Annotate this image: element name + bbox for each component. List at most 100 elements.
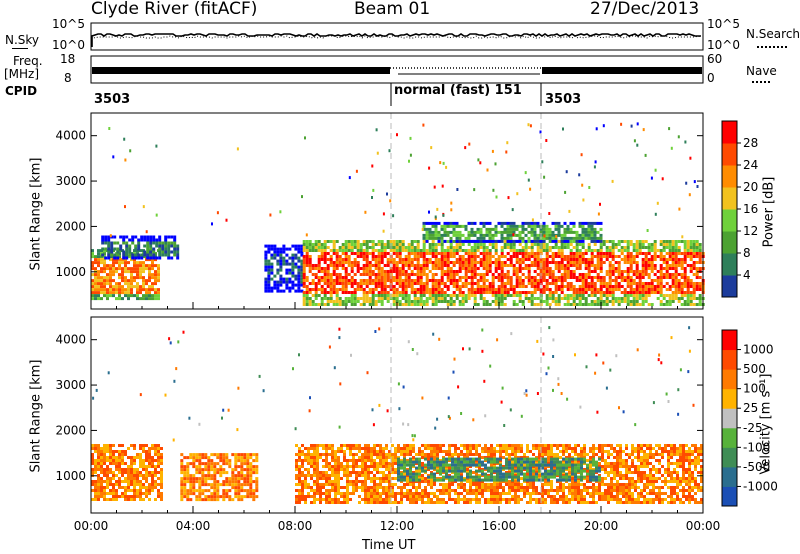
velocity-cell-2: [316, 456, 319, 459]
power-cell-3: [590, 288, 594, 291]
power-cell-3: [494, 288, 498, 291]
power-cell-3: [671, 285, 675, 288]
power-cell-3: [422, 255, 426, 258]
velocity-cell-0: [118, 462, 121, 465]
power-cell-4: [425, 230, 429, 234]
power-cell-3: [344, 282, 348, 285]
power-cell-2: [264, 259, 268, 263]
velocity-cell-2: [337, 480, 340, 483]
power-cell-3: [590, 255, 594, 258]
power-speckle: [396, 133, 398, 137]
velocity-cell-2: [412, 450, 415, 453]
velocity-cell-2: [439, 483, 442, 486]
power-cell-3: [695, 273, 699, 276]
power-cell-0: [97, 252, 100, 256]
power-cell-3: [575, 252, 579, 255]
velocity-cell-2: [490, 447, 493, 450]
velocity-cell-1: [195, 453, 199, 457]
velocity-cell-0: [103, 489, 106, 492]
power-cell-3: [680, 264, 684, 267]
power-cell-2: [276, 259, 280, 263]
power-cell-3: [485, 261, 489, 264]
power-cell-3: [416, 282, 420, 285]
power-cell-3: [614, 270, 618, 273]
power-cell-3: [626, 252, 630, 255]
power-cell-3: [428, 249, 432, 252]
velocity-cell-1: [189, 453, 193, 457]
power-xticks: [90, 302, 704, 309]
power-cell-1: [122, 235, 126, 239]
power-cell-3: [695, 297, 699, 300]
power-cell-3: [332, 288, 336, 291]
power-cell-3: [305, 279, 309, 282]
power-cell-4: [485, 239, 489, 243]
power-cell-3: [365, 264, 369, 267]
velocity-cell-2: [457, 453, 460, 456]
power-cell-3: [362, 288, 366, 291]
power-cell-3: [329, 291, 333, 294]
power-cell-3: [497, 300, 501, 303]
velocity-cell-1: [252, 489, 256, 493]
velocity-cell-0: [121, 444, 124, 447]
power-cell-3: [302, 264, 306, 267]
velocity-cell-0: [97, 492, 100, 495]
power-cell-0: [100, 276, 103, 280]
power-cell-1: [125, 250, 129, 254]
power-cell-2: [297, 280, 301, 284]
power-cell-3: [560, 252, 564, 255]
power-cell-4: [506, 233, 510, 237]
velocity-cell-2: [385, 480, 388, 483]
velocity-cell-0: [112, 471, 115, 474]
velocity-cell-0: [97, 489, 100, 492]
power-cell-3: [323, 249, 327, 252]
velocity-cell-0: [103, 498, 106, 501]
power-cell-3: [392, 303, 396, 306]
power-cell-3: [431, 297, 435, 300]
velocity-cell-2: [421, 495, 424, 498]
power-cell-3: [515, 261, 519, 264]
power-cell-3: [482, 303, 486, 306]
power-cell-3: [365, 240, 369, 243]
power-cell-3: [407, 294, 411, 297]
velocity-cell-0: [142, 450, 145, 453]
velocity-cell-1: [231, 480, 235, 484]
power-cell-1: [134, 256, 138, 260]
velocity-cell-2: [430, 453, 433, 456]
power-cell-4: [518, 224, 522, 228]
power-cell-3: [413, 264, 417, 267]
power-cell-3: [305, 240, 309, 243]
velocity-cell-1: [195, 495, 199, 499]
velocity-cell-1: [207, 468, 211, 472]
power-cell-3: [689, 297, 693, 300]
power-cell-3: [374, 267, 378, 270]
power-cell-3: [500, 285, 504, 288]
power-cell-3: [458, 264, 462, 267]
velocity-cell-1: [225, 462, 229, 466]
power-cell-3: [455, 282, 459, 285]
velocity-cell-2: [430, 444, 433, 447]
power-cell-3: [434, 252, 438, 255]
power-cell-3: [686, 291, 690, 294]
velocity-cell-2: [460, 444, 463, 447]
power-cell-3: [665, 261, 669, 264]
power-cell-3: [455, 246, 459, 249]
power-cell-0: [124, 264, 127, 268]
power-cell-3: [431, 300, 435, 303]
power-speckle: [506, 141, 509, 145]
power-cell-3: [662, 258, 666, 261]
velocity-cell-2: [295, 498, 298, 501]
power-cell-3: [419, 285, 423, 288]
power-cell-0: [139, 285, 142, 289]
power-cell-3: [395, 267, 399, 270]
velocity-cell-2: [394, 459, 397, 462]
velocity-cell-2: [391, 492, 394, 495]
velocity-cell-2: [439, 444, 442, 447]
velocity-cell-2: [376, 492, 379, 495]
velocity-cell-1: [234, 477, 238, 481]
velocity-cell-2: [451, 456, 454, 459]
power-cell-3: [551, 291, 555, 294]
power-cell-0: [127, 267, 130, 271]
power-cell-3: [506, 294, 510, 297]
velocity-cell-1: [195, 498, 199, 502]
velocity-cell-2: [325, 474, 328, 477]
